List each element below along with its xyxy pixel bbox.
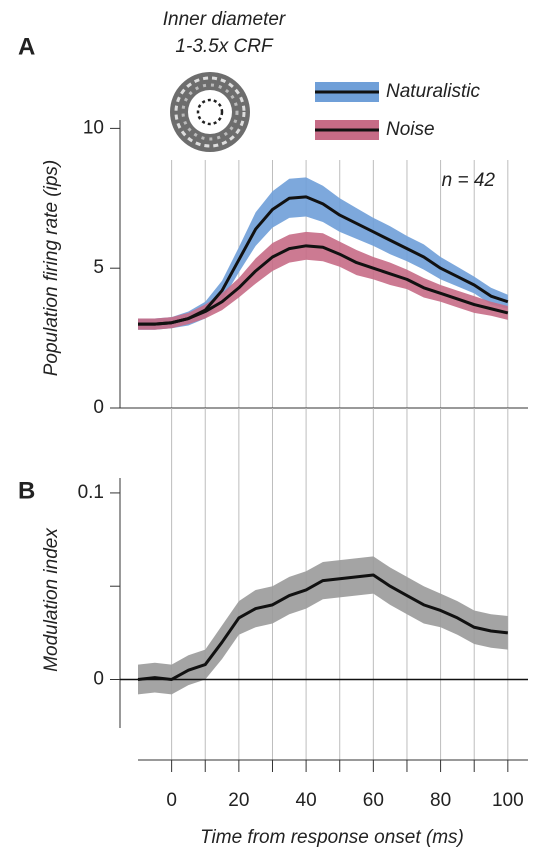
x-axis-label: Time from response onset (ms): [200, 827, 464, 848]
x-tick-label: 80: [430, 790, 451, 811]
x-tick-label: 60: [363, 790, 384, 811]
x-tick-label: 20: [228, 790, 249, 811]
y-tick-label: 10: [83, 117, 104, 138]
error-band: [138, 556, 508, 695]
y-axis-label: Population firing rate (ips): [41, 160, 62, 377]
panel-label: B: [18, 477, 35, 504]
panel-label: A: [18, 33, 35, 60]
error-band: [138, 231, 508, 330]
y-tick-label: 5: [93, 257, 104, 278]
mean-line: [138, 244, 509, 326]
x-tick-label: 40: [296, 790, 317, 811]
annotation: 1-3.5x CRF: [175, 36, 274, 57]
legend-label: Noise: [386, 119, 435, 140]
stimulus-icon: [170, 72, 250, 152]
x-tick-label: 100: [492, 790, 524, 811]
y-tick-label: 0.1: [78, 482, 104, 503]
legend-label: Naturalistic: [386, 81, 480, 102]
y-tick-label: 0: [93, 397, 104, 418]
x-tick-label: 0: [166, 790, 177, 811]
error-band: [138, 177, 508, 330]
y-tick-label: 0: [93, 669, 104, 690]
y-axis-label: Modulation index: [41, 527, 62, 672]
mean-line: [137, 573, 508, 681]
annotation: Inner diameter: [163, 9, 286, 30]
n-note: n = 42: [442, 170, 496, 191]
